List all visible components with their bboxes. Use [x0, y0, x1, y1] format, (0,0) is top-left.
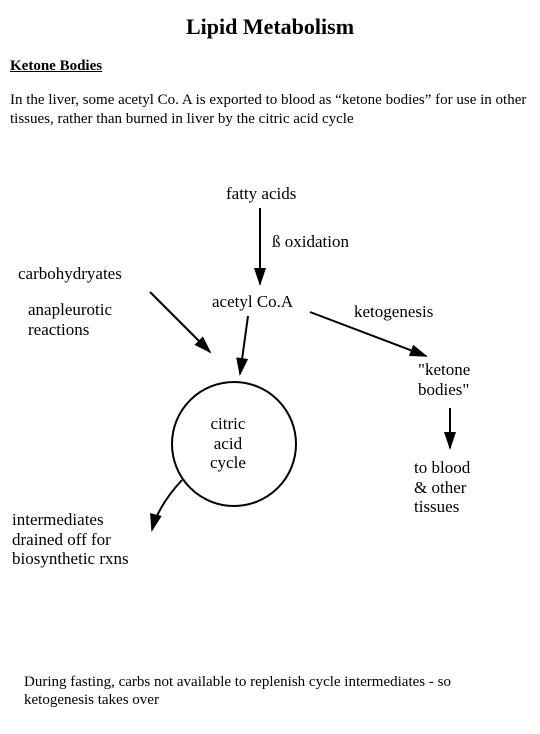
label-acetyl-coa: acetyl Co.A [212, 292, 293, 312]
label-ketogenesis: ketogenesis [354, 302, 433, 322]
metabolism-diagram: fatty acids ß oxidation carbohydryates a… [0, 184, 540, 624]
arrow-acetyl-to-cycle [240, 316, 248, 374]
label-ketone-bodies: "ketone bodies" [418, 360, 470, 399]
label-fatty-acids: fatty acids [226, 184, 296, 204]
label-citric-cycle: citric acid cycle [210, 414, 246, 473]
label-b-oxidation: ß oxidation [272, 232, 349, 252]
page-title: Lipid Metabolism [0, 14, 540, 40]
section-heading: Ketone Bodies [10, 58, 540, 75]
label-carbohydrates: carbohydryates [18, 264, 122, 284]
closing-paragraph: During fasting, carbs not available to r… [24, 673, 524, 711]
arrow-cycle-to-intermediates [152, 480, 182, 530]
label-anapleurotic: anapleurotic reactions [28, 300, 112, 339]
arrow-carbs-to-cycle [150, 292, 210, 352]
intro-paragraph: In the liver, some acetyl Co. A is expor… [10, 91, 532, 129]
label-to-blood: to blood & other tissues [414, 458, 470, 517]
label-intermediates: intermediates drained off for biosynthet… [12, 510, 129, 569]
